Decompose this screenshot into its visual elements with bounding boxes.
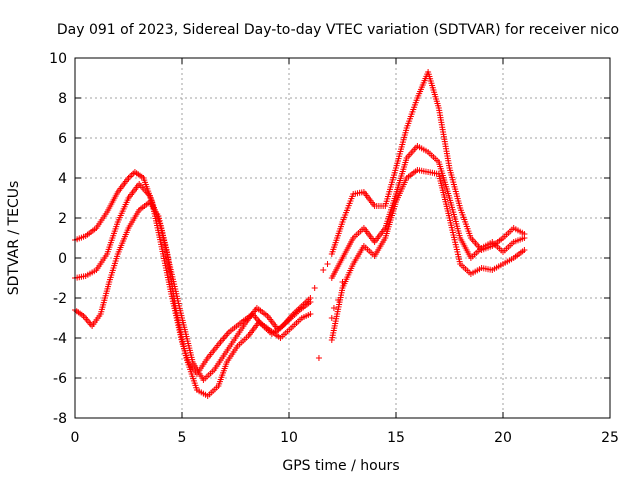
x-tick-label: 10 <box>280 430 298 446</box>
x-tick-label: 20 <box>494 430 512 446</box>
y-tick-label: -6 <box>53 371 67 387</box>
data-point-marker <box>339 279 346 285</box>
data-point-marker <box>320 267 327 273</box>
y-tick-label: 4 <box>58 171 67 187</box>
x-tick-label: 5 <box>178 430 187 446</box>
data-point-marker <box>328 315 335 321</box>
data-point-marker <box>335 297 342 303</box>
y-tick-label: 6 <box>58 131 67 147</box>
x-tick-label: 15 <box>387 430 405 446</box>
y-axis-label: SDTVAR / TECUs <box>6 181 22 296</box>
x-tick-labels: 0 5 10 15 20 25 <box>71 430 619 446</box>
y-tick-label: 0 <box>58 251 67 267</box>
y-tick-label: -8 <box>53 411 67 427</box>
x-axis-label: GPS time / hours <box>282 458 399 474</box>
data-point-marker <box>315 355 322 361</box>
axis-ticks <box>74 57 611 419</box>
y-tick-labels: -8 -6 -4 -2 0 2 4 6 8 10 <box>49 51 67 427</box>
data-point-marker <box>521 247 528 253</box>
y-tick-label: -2 <box>53 291 67 307</box>
plot-frame <box>74 57 611 419</box>
y-tick-label: 2 <box>58 211 67 227</box>
y-tick-label: -4 <box>53 331 67 347</box>
data-point-marker <box>521 235 528 241</box>
data-point-marker <box>330 305 337 311</box>
grid <box>75 58 610 418</box>
data-point-marker <box>307 311 314 317</box>
data-markers <box>72 69 528 399</box>
data-point-marker <box>311 285 318 291</box>
y-tick-label: 8 <box>58 91 67 107</box>
chart-title: Day 091 of 2023, Sidereal Day-to-day VTE… <box>57 22 619 38</box>
x-tick-label: 0 <box>71 430 80 446</box>
x-tick-label: 25 <box>601 430 619 446</box>
y-tick-label: 10 <box>49 51 67 67</box>
data-point-marker <box>324 261 331 267</box>
data-point-marker <box>307 299 314 305</box>
